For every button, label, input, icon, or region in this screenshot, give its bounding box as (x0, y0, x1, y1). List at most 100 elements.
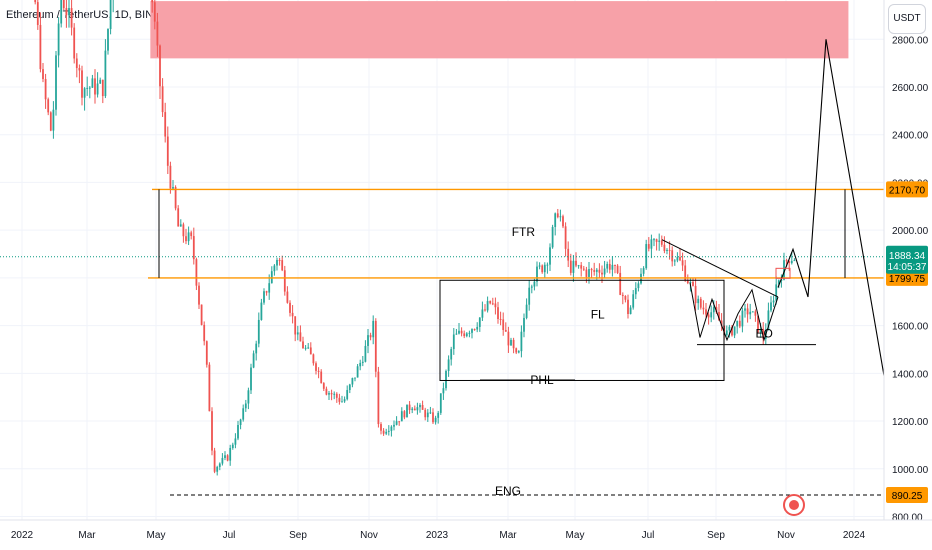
candle-body (374, 320, 377, 372)
x-tick-label: Sep (289, 530, 307, 541)
candle-body (109, 0, 112, 30)
candle-body (34, 0, 37, 3)
candle-body (757, 315, 759, 333)
candle-body (208, 364, 211, 412)
y-tick-label: 2000.00 (892, 226, 929, 237)
candle-body (497, 307, 499, 319)
x-tick-label: 2024 (843, 530, 866, 541)
candle-body (725, 330, 728, 336)
candle-body (738, 320, 741, 327)
candle-body (686, 280, 689, 284)
candle-body (416, 407, 419, 411)
x-tick-label: Jul (642, 530, 655, 541)
candle-body (621, 294, 624, 296)
candle-body (429, 412, 432, 414)
candle-body (463, 333, 466, 337)
candle-body (156, 21, 159, 46)
candle-body (517, 351, 520, 353)
candle-body (608, 263, 611, 270)
candle-body (36, 2, 39, 25)
resistance-zone (150, 1, 849, 59)
candle-body (452, 334, 455, 350)
candle-body (81, 70, 83, 98)
candle-body (554, 213, 557, 227)
candle-body (187, 232, 190, 242)
candle-body (692, 281, 694, 286)
currency-button[interactable]: USDT (888, 4, 926, 34)
candle-body (447, 359, 450, 371)
candle-body (736, 320, 739, 327)
candle-body (237, 424, 239, 439)
candle-body (681, 260, 684, 266)
candle-body (224, 455, 226, 458)
price-tag-2170: 2170.70 (889, 185, 926, 196)
candle-body (385, 431, 388, 434)
candle-body (341, 401, 343, 403)
candle-body (268, 283, 271, 293)
candle-body (718, 312, 720, 321)
y-tick-label: 2400.00 (892, 131, 929, 142)
candle-body (499, 318, 502, 320)
candle-body (478, 317, 481, 327)
candle-body (369, 335, 372, 338)
candle-body (569, 260, 572, 273)
candle-body (424, 409, 427, 418)
candle-body (746, 308, 749, 315)
candle-body (320, 371, 323, 384)
fl-box (439, 279, 725, 381)
candle-body (473, 329, 476, 331)
candle-body (390, 426, 393, 431)
candle-body (707, 314, 710, 318)
candle-body (294, 316, 297, 335)
candle-body (252, 353, 255, 368)
candle-body (421, 405, 424, 410)
candle-body (166, 136, 169, 166)
candle-body (520, 331, 523, 352)
candle-body (790, 260, 793, 264)
candle-body (777, 280, 780, 285)
position-marker (775, 267, 791, 279)
candle-body (44, 79, 47, 100)
candle-body (88, 87, 91, 89)
candle-body (159, 45, 161, 87)
candle-body (55, 55, 57, 110)
candle-body (164, 112, 167, 137)
y-tick-label: 800.00 (892, 512, 923, 523)
candle-body (619, 272, 622, 295)
candle-body (632, 294, 635, 308)
candle-body (263, 291, 265, 303)
candle-body (403, 411, 406, 418)
current-price-tag: 1888.34 (889, 251, 926, 262)
candle-body (502, 319, 505, 330)
candle-body (614, 264, 616, 266)
candle-body (668, 249, 671, 251)
candle-body (309, 347, 312, 355)
candle-body (255, 343, 258, 354)
candle-series (34, 0, 796, 476)
x-tick-label: Nov (777, 530, 795, 541)
candle-body (242, 408, 245, 420)
candle-body (484, 309, 486, 311)
candle-body (572, 260, 575, 273)
candle-body (356, 366, 359, 378)
candle-body (575, 260, 577, 266)
candle-body (229, 447, 232, 461)
candle-body (491, 303, 494, 305)
candle-body (198, 285, 200, 305)
candle-body (629, 307, 632, 315)
annotation-phl: PHL (530, 373, 554, 387)
candle-body (398, 421, 401, 423)
x-tick-label: Mar (499, 530, 517, 541)
candle-body (211, 411, 213, 451)
candle-body (549, 247, 551, 265)
candle-body (788, 261, 791, 264)
candle-body (731, 326, 733, 336)
event-flag-icon (783, 494, 805, 516)
candle-body (658, 240, 661, 242)
candle-body (73, 27, 76, 59)
candle-body (304, 347, 307, 349)
candle-body (598, 269, 601, 273)
y-tick-label: 1400.00 (892, 369, 929, 380)
